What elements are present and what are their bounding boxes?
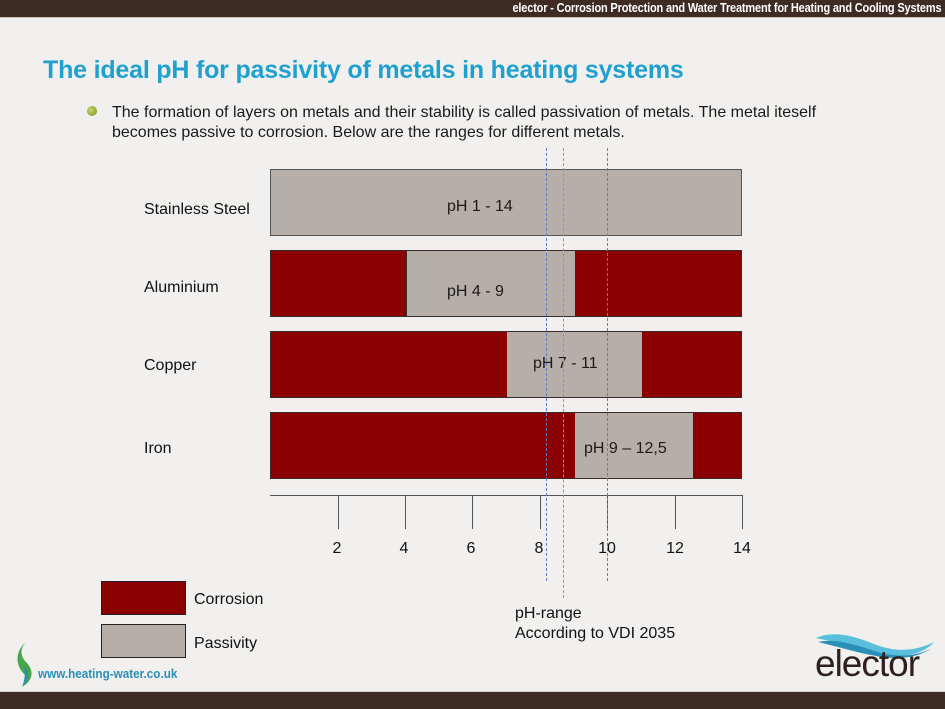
bar-copper: pH 7 - 11: [270, 331, 742, 398]
annotation-line-1: pH-range: [515, 605, 582, 622]
range-label: pH 1 - 14: [447, 198, 513, 215]
corrosion-segment: [271, 251, 406, 316]
elector-brand-text: elector: [815, 643, 920, 684]
tick-label-2: 2: [332, 540, 342, 557]
footer-bar: [0, 691, 945, 709]
row-label-stainless-steel: Stainless Steel: [144, 201, 250, 218]
tick-label-4: 4: [399, 540, 409, 557]
corrosion-segment: [575, 251, 741, 316]
legend-label-corrosion: Corrosion: [194, 591, 264, 608]
header-bar: elector - Corrosion Protection and Water…: [0, 0, 945, 18]
tick-12: [675, 495, 676, 529]
corrosion-segment: [693, 413, 741, 478]
passivity-segment: pH 4 - 9: [406, 251, 575, 316]
tick-4: [405, 495, 406, 529]
annotation-line-2: According to VDI 2035: [515, 625, 676, 642]
vdi-lower-line: [546, 148, 547, 581]
corrosion-segment: [642, 332, 741, 397]
corrosion-segment: [271, 332, 507, 397]
bar-stainless-steel: pH 1 - 14: [270, 169, 742, 236]
row-label-iron: Iron: [144, 440, 172, 457]
legend-swatch-passivity: [101, 624, 186, 658]
slide-description: The formation of layers on metals and th…: [112, 104, 817, 141]
tick-label-8: 8: [534, 540, 544, 557]
leaf-logo-icon: [17, 642, 32, 687]
bar-aluminium: pH 4 - 9: [270, 250, 742, 317]
vdi-annotation: pH-range According to VDI 2035: [515, 604, 675, 644]
row-label-aluminium: Aluminium: [144, 279, 219, 296]
tick-6: [472, 495, 473, 529]
tick-label-6: 6: [466, 540, 476, 557]
tick-label-14: 14: [733, 540, 751, 557]
tick-label-12: 12: [666, 540, 684, 557]
slide-title: The ideal pH for passivity of metals in …: [43, 56, 684, 84]
legend-swatch-corrosion: [101, 581, 186, 615]
elector-wave-logo-icon: [816, 634, 934, 658]
row-label-copper: Copper: [144, 357, 197, 374]
range-label: pH 7 - 11: [533, 355, 598, 372]
range-label: pH 9 – 12,5: [584, 440, 667, 457]
tick-14: [742, 495, 743, 529]
tick-2: [338, 495, 339, 529]
corrosion-segment: [271, 413, 575, 478]
x-axis: [270, 495, 743, 496]
legend-label-passivity: Passivity: [194, 635, 258, 652]
passivity-segment: pH 9 – 12,5: [575, 413, 693, 478]
vdi-upper-line: [607, 148, 608, 581]
passivity-segment: pH 1 - 14: [271, 170, 741, 235]
website-link[interactable]: www.heating-water.co.uk: [38, 666, 178, 681]
tick-8: [540, 495, 541, 529]
vdi-center-line: [563, 148, 564, 598]
green-bullet-icon: [87, 106, 97, 116]
bar-iron: pH 9 – 12,5: [270, 412, 742, 479]
passivity-segment: pH 7 - 11: [507, 332, 642, 397]
range-label: pH 4 - 9: [447, 283, 504, 300]
header-title: elector - Corrosion Protection and Water…: [512, 1, 941, 15]
